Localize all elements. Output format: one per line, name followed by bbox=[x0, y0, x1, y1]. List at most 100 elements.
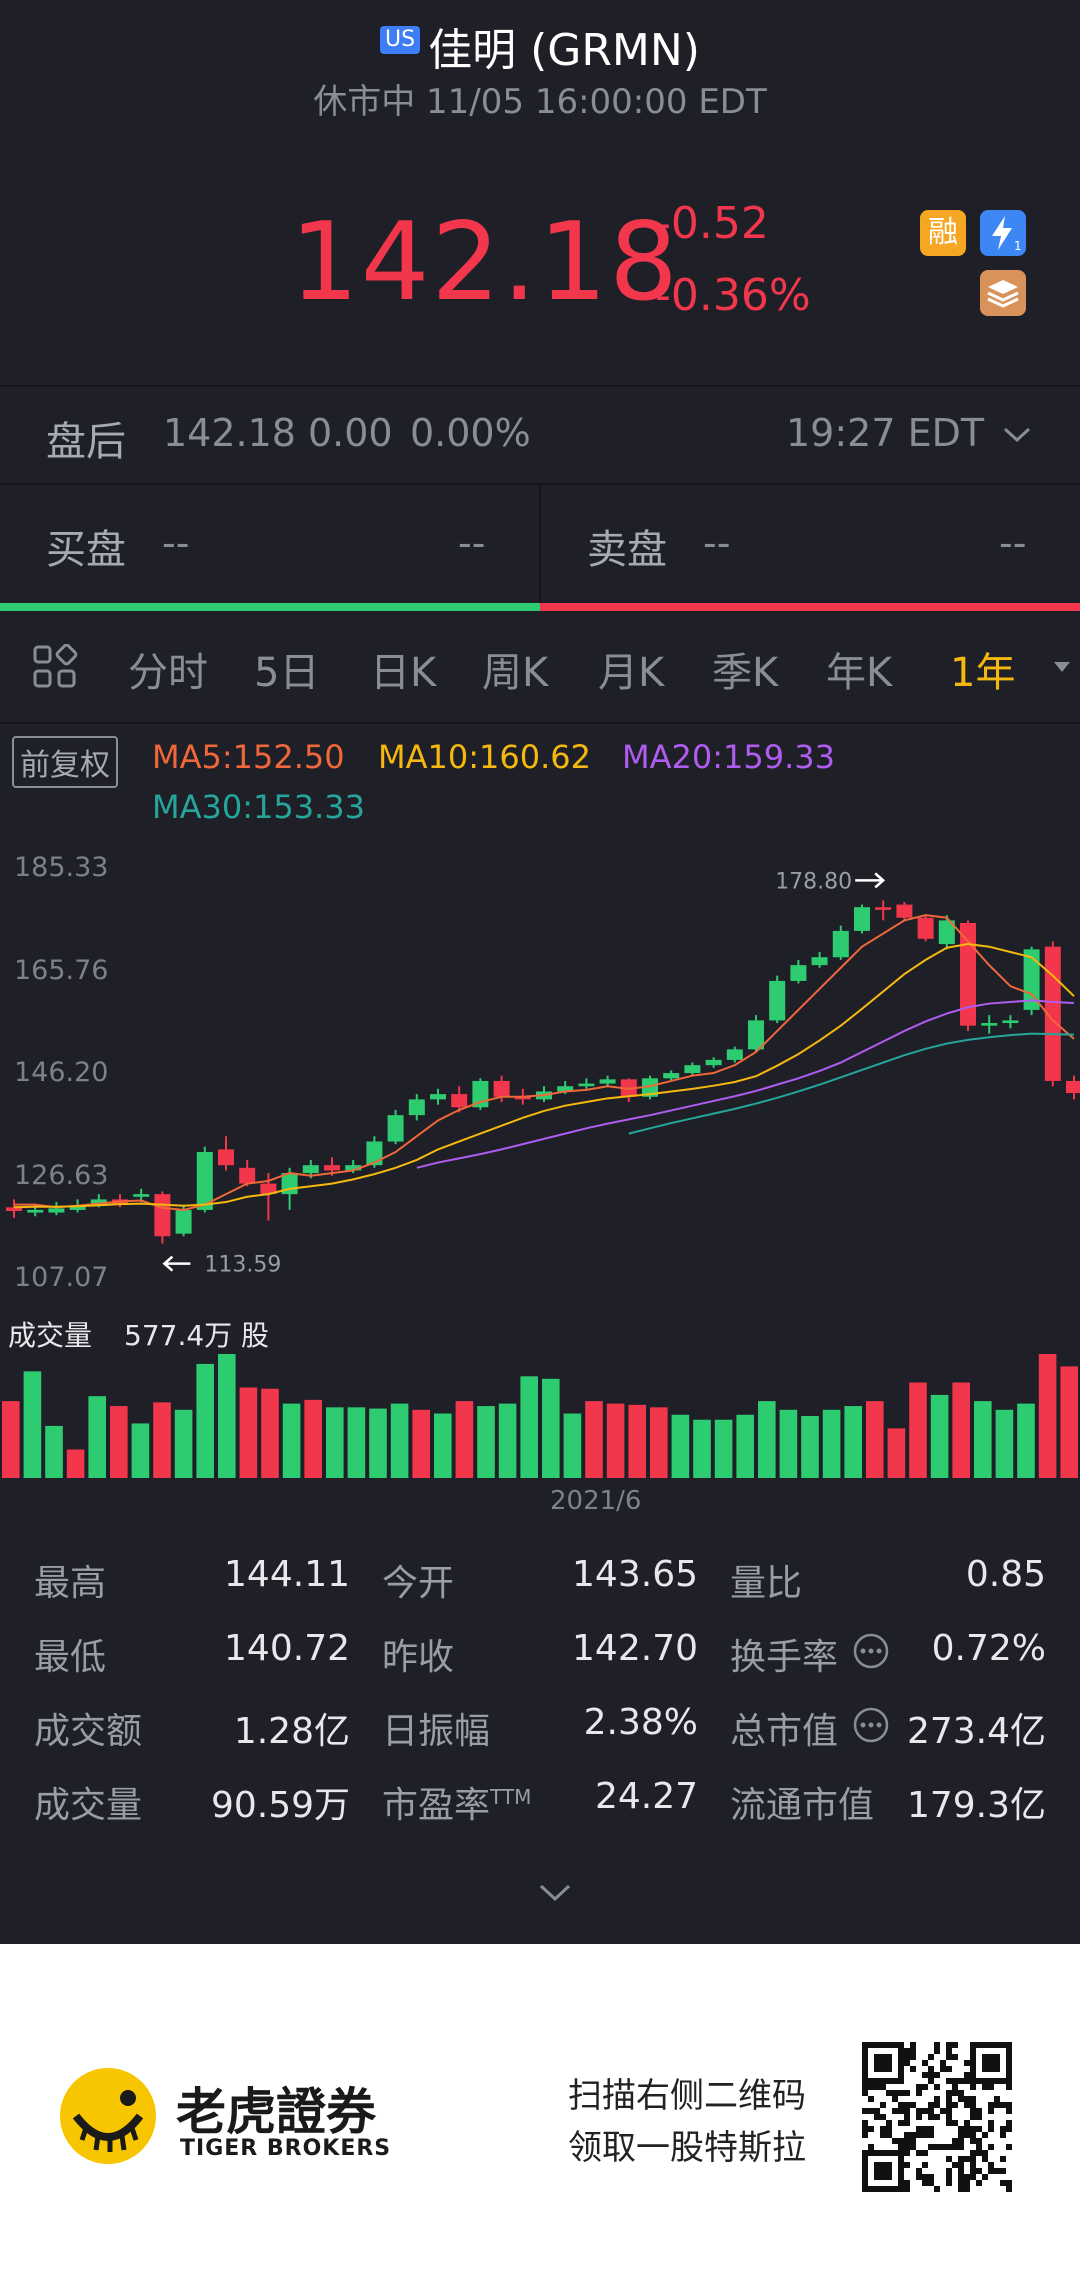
stat-value: 24.27 bbox=[594, 1776, 698, 1817]
candle bbox=[938, 915, 955, 950]
y-tick: 126.63 bbox=[14, 1160, 109, 1191]
stack-icon[interactable] bbox=[980, 270, 1026, 316]
bid-size: -- bbox=[458, 521, 486, 565]
after-hours-change: 0.00 bbox=[308, 411, 393, 455]
after-hours-change-pct: 0.00% bbox=[410, 411, 531, 455]
candle bbox=[811, 951, 828, 968]
volume-bar bbox=[974, 1401, 992, 1478]
stat-value: 140.72 bbox=[224, 1628, 350, 1669]
candle bbox=[239, 1159, 256, 1187]
promo-line-1: 扫描右侧二维码 bbox=[568, 2076, 806, 2116]
x-axis-label: 2021/6 bbox=[550, 1486, 642, 1516]
volume-bar bbox=[887, 1428, 906, 1478]
candle bbox=[599, 1075, 616, 1087]
volume-bar bbox=[412, 1409, 430, 1478]
volume-bar bbox=[758, 1401, 776, 1478]
stat-label: 流通市值 bbox=[730, 1785, 875, 1826]
ma10-label: MA10:160.62 bbox=[378, 738, 591, 776]
volume-label: 成交量 bbox=[8, 1319, 93, 1352]
ma20-line bbox=[416, 999, 1075, 1169]
brand-name-cn: 老虎證券 bbox=[176, 2083, 376, 2141]
volume-bar bbox=[390, 1403, 409, 1478]
candle bbox=[1066, 1075, 1080, 1100]
candle bbox=[790, 959, 807, 984]
stat-label: 市盈率TTM bbox=[382, 1785, 532, 1826]
margin-rong-icon[interactable]: 融 bbox=[920, 210, 966, 256]
volume-value: 577.4万 股 bbox=[124, 1319, 270, 1352]
tab-daily-k[interactable]: 日K bbox=[370, 650, 437, 696]
volume-bar bbox=[282, 1403, 301, 1478]
volume-bar bbox=[218, 1354, 236, 1478]
low-arrow-icon bbox=[162, 1255, 191, 1272]
volume-bar bbox=[326, 1407, 344, 1478]
after-hours-time: 19:27 EDT bbox=[786, 411, 985, 455]
tiger-logo-icon bbox=[60, 2068, 156, 2164]
stat-value: 2.38% bbox=[583, 1702, 698, 1743]
tab-yearly-k[interactable]: 年K bbox=[826, 650, 893, 696]
candle bbox=[430, 1088, 446, 1105]
expand-chevron-icon[interactable] bbox=[538, 1882, 572, 1904]
candle bbox=[48, 1202, 65, 1216]
volume-bar bbox=[261, 1388, 279, 1478]
candle bbox=[917, 915, 934, 942]
info-ellipsis-icon[interactable] bbox=[852, 1632, 890, 1670]
stat-value: 143.65 bbox=[572, 1554, 698, 1595]
y-tick: 107.07 bbox=[14, 1262, 109, 1293]
qr-code-image[interactable] bbox=[862, 2042, 1012, 2192]
candle bbox=[408, 1094, 425, 1121]
last-price: 142.18 bbox=[290, 200, 680, 325]
grid-menu-icon[interactable] bbox=[32, 644, 78, 690]
y-tick: 146.20 bbox=[14, 1057, 109, 1088]
ma20-label: MA20:159.33 bbox=[622, 738, 835, 776]
volume-bar bbox=[952, 1382, 970, 1478]
volume-bar bbox=[1017, 1403, 1035, 1478]
tab-1year[interactable]: 1年 bbox=[950, 650, 1016, 696]
volume-bar bbox=[520, 1376, 538, 1478]
volume-bar bbox=[779, 1409, 798, 1478]
high-arrow-icon bbox=[855, 872, 886, 889]
stat-value: 273.4亿 bbox=[906, 1711, 1046, 1752]
volume-bar bbox=[304, 1399, 322, 1478]
candle bbox=[769, 975, 786, 1024]
volume-bar bbox=[2, 1401, 20, 1478]
low-annotation: 113.59 bbox=[204, 1253, 281, 1278]
caret-down-icon[interactable] bbox=[1052, 660, 1072, 674]
ask-panel: 卖盘 -- -- bbox=[541, 485, 1080, 603]
volume-bar bbox=[196, 1363, 214, 1478]
stat-value: 0.85 bbox=[965, 1554, 1046, 1595]
volume-bar bbox=[671, 1414, 690, 1478]
tab-weekly-k[interactable]: 周K bbox=[482, 650, 549, 696]
after-hours-row[interactable]: 盘后 142.18 0.00 0.00% 19:27 EDT bbox=[0, 387, 1080, 483]
volume-bar bbox=[153, 1402, 171, 1478]
tab-5day[interactable]: 5日 bbox=[254, 650, 320, 696]
candle bbox=[875, 900, 892, 921]
ma10-line bbox=[13, 943, 1075, 1209]
tab-intraday[interactable]: 分时 bbox=[128, 650, 208, 696]
high-annotation: 178.80 bbox=[775, 869, 852, 894]
volume-bar bbox=[66, 1449, 85, 1478]
stat-label: 最低 bbox=[34, 1637, 107, 1678]
bid-value: -- bbox=[162, 521, 190, 565]
info-ellipsis-icon[interactable] bbox=[852, 1706, 890, 1744]
volume-bar bbox=[714, 1419, 733, 1478]
bid-ratio-bar bbox=[0, 603, 540, 611]
stat-label: 成交额 bbox=[34, 1711, 143, 1752]
market-status: 休市中 11/05 16:00:00 EDT bbox=[313, 82, 767, 122]
tab-quarterly-k[interactable]: 季K bbox=[712, 650, 779, 696]
tab-monthly-k[interactable]: 月K bbox=[598, 650, 665, 696]
candle bbox=[854, 904, 870, 934]
volume-bar bbox=[110, 1406, 128, 1478]
lightning-icon[interactable]: 1 bbox=[980, 210, 1026, 256]
candlestick-chart[interactable]: 178.80 113.59 bbox=[0, 840, 1080, 1310]
adjust-toggle[interactable]: 前复权 bbox=[12, 736, 118, 788]
volume-bar bbox=[434, 1413, 452, 1478]
ma30-line bbox=[628, 1032, 1075, 1135]
volume-bar bbox=[23, 1371, 42, 1478]
after-hours-label: 盘后 bbox=[46, 419, 126, 465]
chevron-down-icon[interactable] bbox=[1002, 425, 1032, 445]
volume-bar bbox=[239, 1387, 258, 1478]
candle bbox=[196, 1146, 213, 1213]
stat-label: 量比 bbox=[730, 1563, 803, 1604]
candle bbox=[1002, 1015, 1019, 1029]
stat-value: 90.59万 bbox=[210, 1785, 350, 1826]
